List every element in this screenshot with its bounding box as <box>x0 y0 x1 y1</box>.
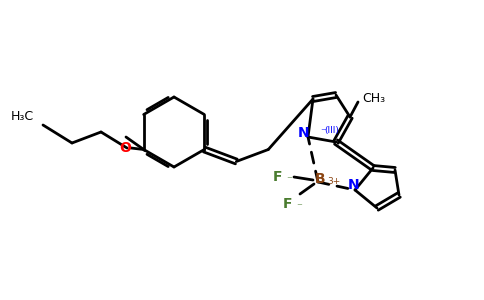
Text: O: O <box>119 141 131 155</box>
Text: N: N <box>298 126 310 140</box>
Text: ⁻: ⁻ <box>296 202 302 212</box>
Text: B: B <box>315 172 325 186</box>
Text: N: N <box>348 178 360 192</box>
Text: CH₃: CH₃ <box>363 92 386 104</box>
Text: 3+: 3+ <box>327 176 340 185</box>
Text: H₃C: H₃C <box>11 110 33 124</box>
Text: F: F <box>273 170 283 184</box>
Text: F: F <box>283 197 293 211</box>
Text: ⁻: ⁻ <box>320 127 326 137</box>
Text: ⁻: ⁻ <box>286 175 292 185</box>
Text: (III): (III) <box>324 127 339 136</box>
